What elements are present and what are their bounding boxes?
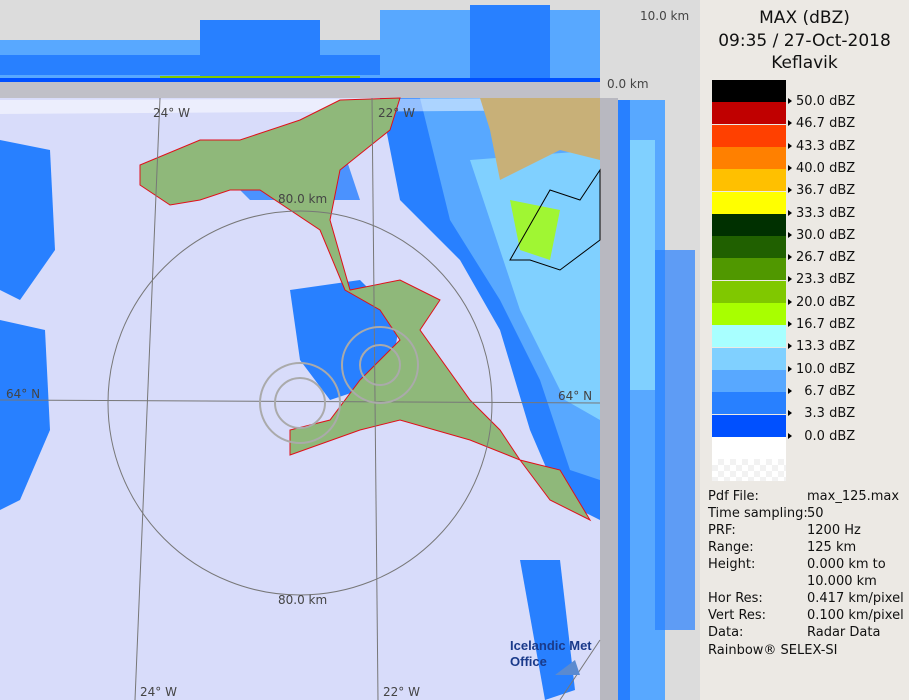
info-key: Pdf File: [708,489,759,504]
legend-swatch [712,347,786,370]
legend-swatch [712,369,786,392]
info-value: 0.417 km/pixel [807,591,904,606]
info-value: 1200 Hz [807,523,861,538]
right-echo [618,100,695,700]
legend-label: 20.0 dBZ [788,295,855,310]
legend-label: 0.0 dBZ [788,429,855,444]
legend-swatch [712,191,786,214]
footer-credit: Rainbow® SELEX-SI [708,643,838,658]
info-value: Radar Data [807,625,881,640]
legend-panel: MAX (dBZ) 09:35 / 27-Oct-2018 Keflavik 5… [700,0,909,700]
logo-text: Office [510,654,547,669]
legend-swatch [712,124,786,147]
info-value: 125 km [807,540,857,555]
range-label: 80.0 km [278,192,327,206]
datetime: 09:35 / 27-Oct-2018 [718,31,891,51]
legend-label: 36.7 dBZ [788,183,855,198]
site-name: Keflavik [771,53,838,73]
legend-swatch [712,146,786,169]
legend-swatch [712,80,786,102]
legend-swatch [712,213,786,236]
lon-label: 22° W [378,106,415,120]
legend-swatch [712,303,786,325]
legend-label: 13.3 dBZ [788,339,855,354]
info-key: Vert Res: [708,608,767,623]
legend-label: 3.3 dBZ [788,406,855,421]
height-bottom-label: 0.0 km [607,77,649,91]
legend-label: 43.3 dBZ [788,139,855,154]
info-key: Hor Res: [708,591,763,606]
range-rings [259,326,419,444]
legend-swatch [712,436,786,459]
info-key: Height: [708,557,756,572]
info-value: 50 [807,506,824,521]
legend-label: 40.0 dBZ [788,161,855,176]
legend-label: 50.0 dBZ [788,94,855,109]
legend-swatch [712,102,786,125]
info-key: Range: [708,540,754,555]
legend-nodata-swatch [712,459,786,481]
legend-swatch [712,392,786,415]
product-title: MAX (dBZ) [759,8,850,28]
info-value: 0.000 km to [807,557,886,572]
range-label: 80.0 km [278,593,327,607]
info-key: Time sampling: [708,506,808,521]
legend-swatch [712,325,786,348]
ground-band [600,98,618,700]
legend-swatch [712,280,786,303]
lat-label: 64° N [6,387,40,401]
legend-swatch [712,258,786,281]
legend-label: 6.7 dBZ [788,384,855,399]
lat-label: 64° N [558,389,592,403]
legend-label: 16.7 dBZ [788,317,855,332]
ground-band [0,82,600,98]
legend-swatch [712,414,786,437]
legend-label: 30.0 dBZ [788,228,855,243]
radar-map: 10.0 km 0.0 km 24° W 22° W 24° W 22° W 6… [0,0,700,700]
info-value: 10.000 km [807,574,877,589]
legend-label: 26.7 dBZ [788,250,855,265]
info-value: 0.100 km/pixel [807,608,904,623]
legend-label: 10.0 dBZ [788,362,855,377]
lon-label: 22° W [383,685,420,699]
legend-swatch [712,236,786,259]
land [139,97,600,522]
top-echo [0,5,600,84]
info-key: PRF: [708,523,736,538]
logo-mark-icon [555,660,580,675]
imo-logo: Icelandic Met Office [510,638,592,675]
lon-label: 24° W [153,106,190,120]
lon-label: 24° W [140,685,177,699]
legend-label: 46.7 dBZ [788,116,855,131]
height-top-label: 10.0 km [640,9,689,23]
glacier-outline [509,168,601,271]
info-value: max_125.max [807,489,900,504]
info-key: Data: [708,625,744,640]
legend-label: 33.3 dBZ [788,206,855,221]
grid-lines [0,97,601,700]
legend-swatch [712,169,786,192]
logo-text: Icelandic Met [510,638,592,653]
legend-label: 23.3 dBZ [788,272,855,287]
